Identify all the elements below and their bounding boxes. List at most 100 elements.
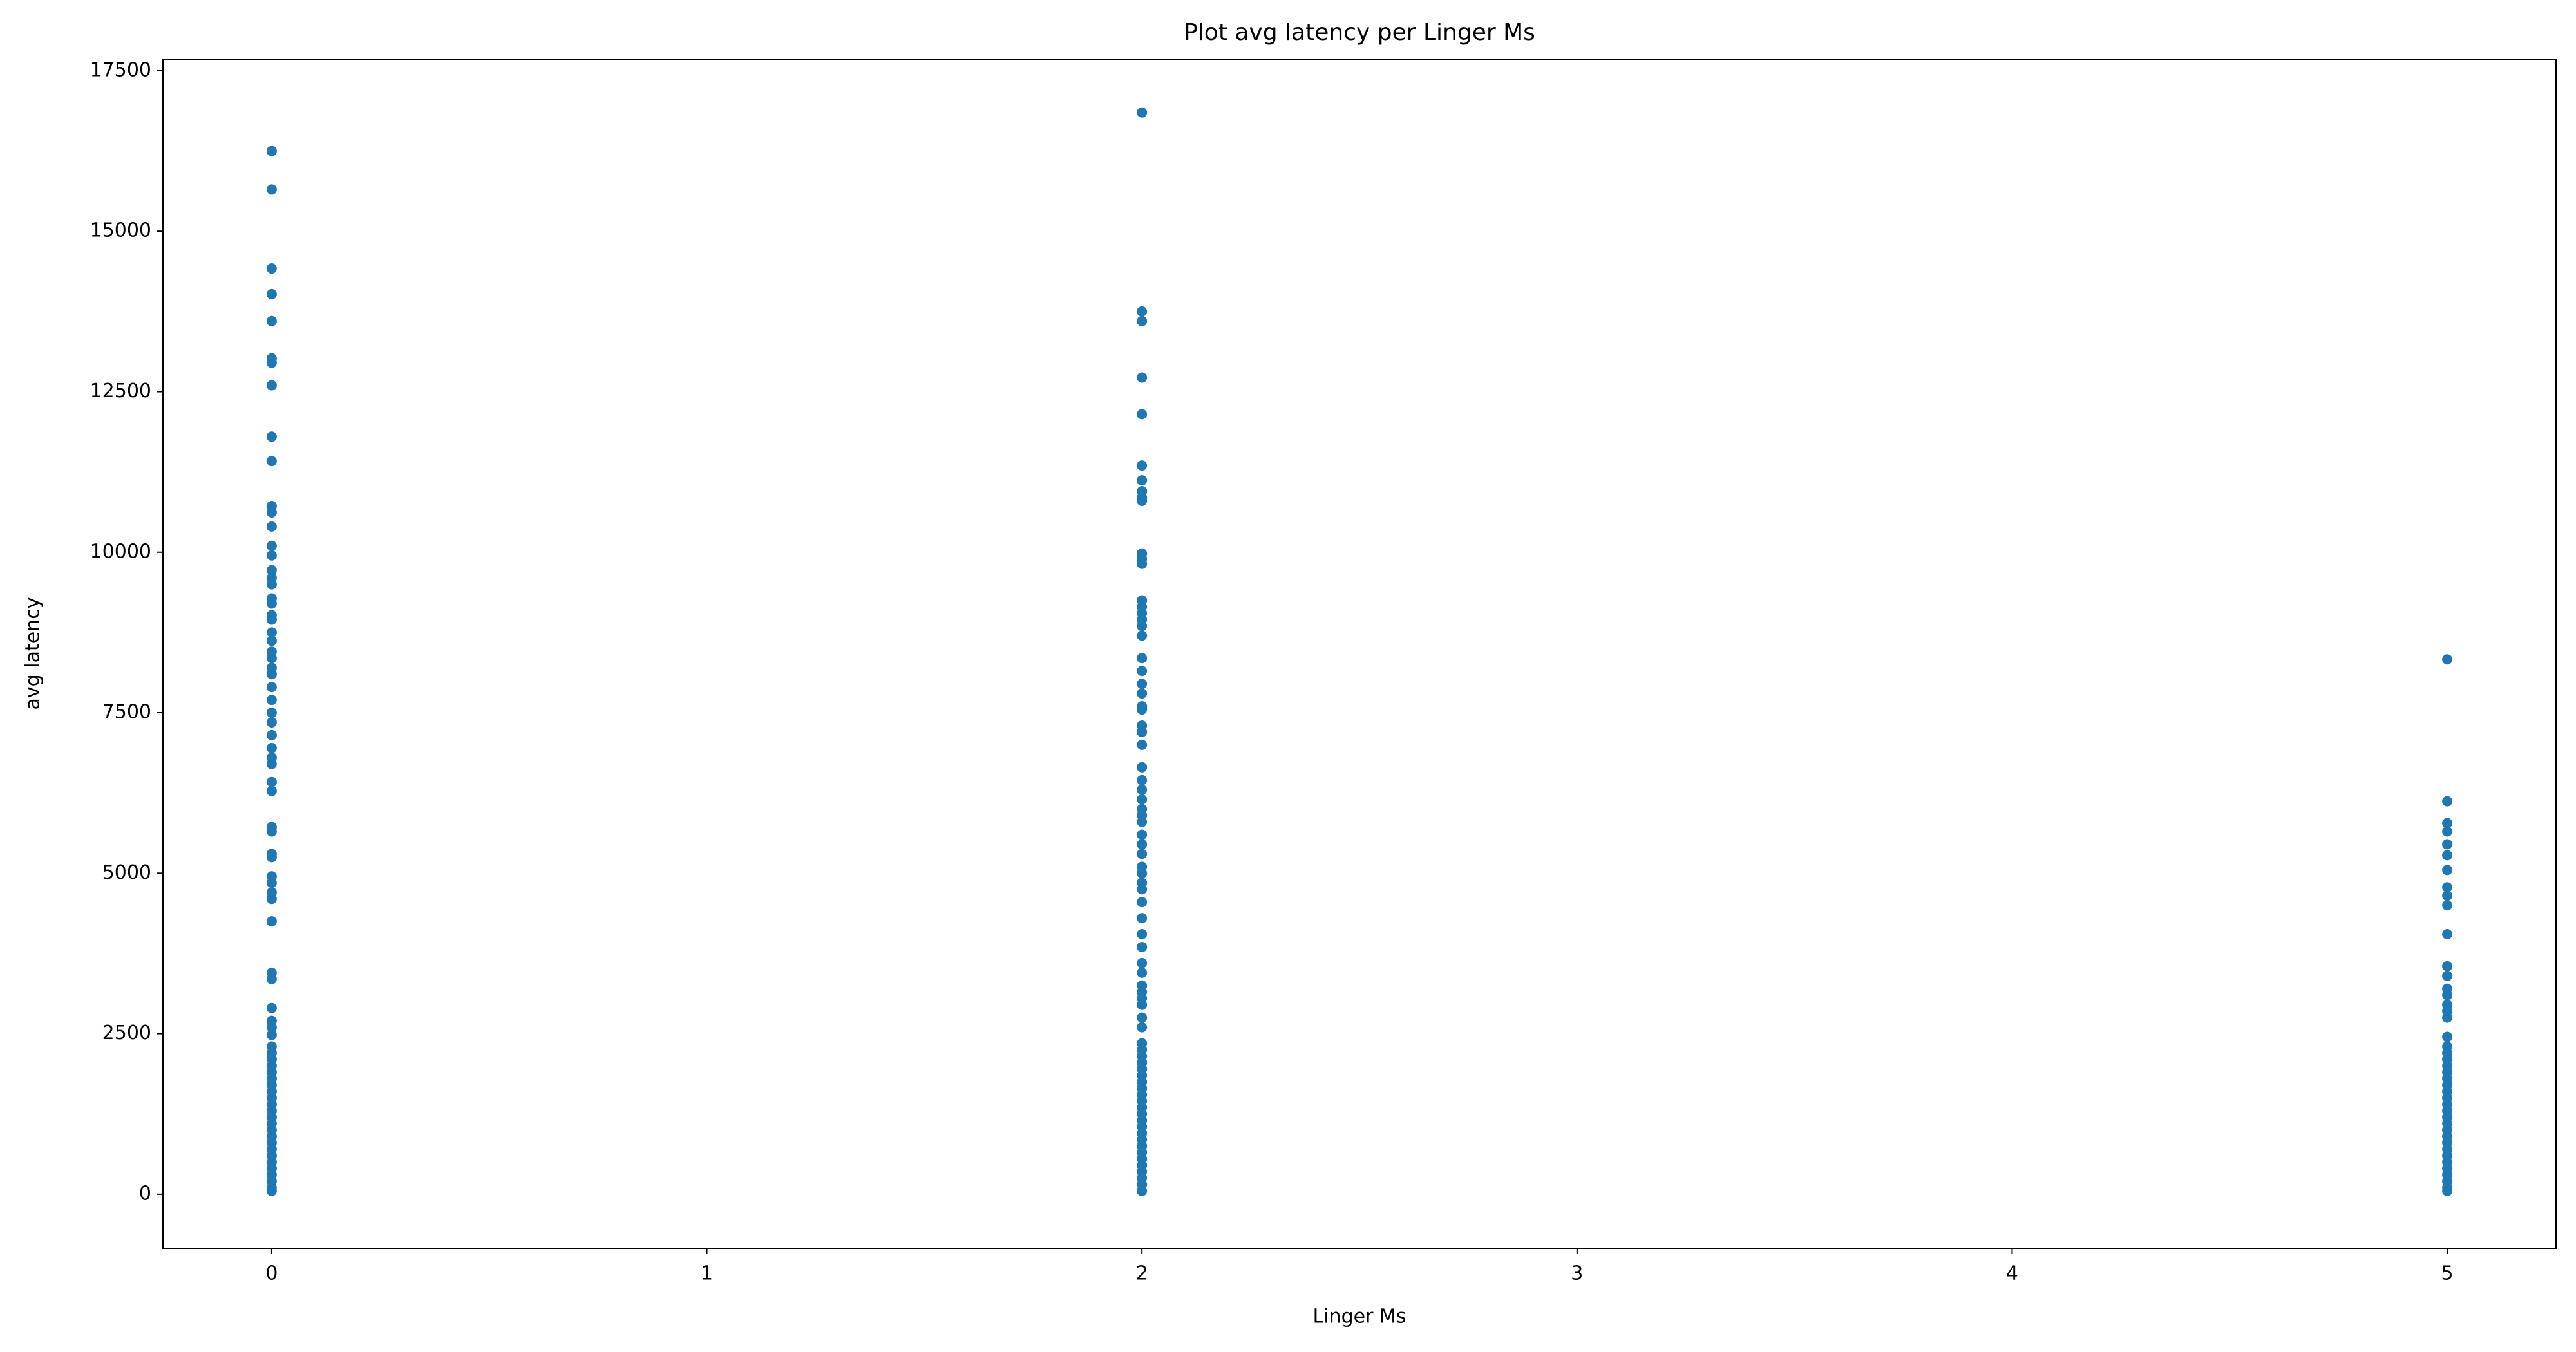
point	[1137, 107, 1148, 118]
point	[1137, 306, 1148, 317]
point	[266, 708, 277, 718]
point	[266, 916, 277, 927]
point	[2442, 1185, 2453, 1196]
point	[1137, 1185, 1148, 1196]
point	[1137, 621, 1148, 632]
point	[266, 785, 277, 796]
point	[266, 456, 277, 467]
point	[266, 263, 277, 274]
point	[1137, 726, 1148, 737]
point	[266, 852, 277, 863]
point	[1137, 999, 1148, 1010]
point	[266, 878, 277, 888]
point	[2442, 961, 2453, 972]
x-tick-label: 2	[1136, 1263, 1148, 1285]
point	[1137, 739, 1148, 750]
point	[2442, 826, 2453, 837]
point	[2442, 1031, 2453, 1042]
point	[1137, 913, 1148, 924]
point	[266, 627, 277, 638]
point	[266, 669, 277, 680]
point	[266, 288, 277, 299]
point	[1137, 475, 1148, 486]
point	[1137, 829, 1148, 840]
point	[1137, 315, 1148, 326]
x-axis-label: Linger Ms	[1313, 1306, 1406, 1328]
point	[266, 614, 277, 625]
point	[2442, 818, 2453, 829]
point	[1137, 409, 1148, 420]
point	[266, 521, 277, 532]
point	[2442, 900, 2453, 911]
x-tick-label: 3	[1571, 1263, 1583, 1285]
point	[1137, 929, 1148, 940]
point	[266, 717, 277, 728]
point	[2442, 850, 2453, 861]
point	[1137, 679, 1148, 690]
point	[266, 431, 277, 442]
point	[266, 315, 277, 326]
y-tick-label: 10000	[90, 540, 151, 563]
point	[1137, 868, 1148, 879]
point	[1137, 666, 1148, 677]
point	[266, 894, 277, 905]
x-tick-label: 5	[2441, 1263, 2454, 1285]
point	[266, 776, 277, 787]
point	[266, 565, 277, 576]
point	[266, 973, 277, 984]
point	[2442, 990, 2453, 1000]
y-tick-label: 7500	[102, 701, 151, 724]
point	[1137, 704, 1148, 715]
point	[266, 380, 277, 391]
point	[266, 1185, 277, 1196]
point	[2442, 796, 2453, 807]
y-tick-label: 5000	[102, 861, 151, 884]
point	[266, 653, 277, 664]
point	[2442, 865, 2453, 876]
plot-frame	[162, 59, 2557, 1249]
point	[1137, 688, 1148, 699]
y-tick-label: 2500	[102, 1022, 151, 1044]
point	[1137, 794, 1148, 805]
point	[2442, 1012, 2453, 1023]
x-tick-label: 0	[265, 1263, 278, 1285]
point	[1137, 653, 1148, 664]
point	[266, 550, 277, 561]
y-tick-label: 12500	[90, 380, 151, 402]
point	[266, 635, 277, 646]
point	[266, 1029, 277, 1040]
point	[1137, 784, 1148, 795]
y-tick-label: 0	[139, 1182, 151, 1205]
point	[1137, 762, 1148, 773]
point	[266, 540, 277, 551]
x-tick-label: 1	[701, 1263, 713, 1285]
y-axis-label: avg latency	[22, 597, 44, 710]
point	[266, 695, 277, 706]
point	[2442, 929, 2453, 940]
point	[1137, 495, 1148, 506]
point	[1137, 1022, 1148, 1033]
point	[1137, 941, 1148, 952]
point	[266, 598, 277, 609]
point	[1137, 460, 1148, 471]
point	[266, 729, 277, 740]
point	[1137, 849, 1148, 859]
point	[266, 507, 277, 518]
point	[1137, 897, 1148, 908]
y-tick-label: 17500	[90, 59, 151, 81]
point	[2442, 654, 2453, 665]
point	[1137, 1012, 1148, 1023]
point	[2442, 970, 2453, 981]
point	[1137, 816, 1148, 827]
point	[2442, 890, 2453, 901]
point	[266, 758, 277, 769]
point	[266, 1002, 277, 1013]
point	[266, 826, 277, 837]
point	[2442, 882, 2453, 893]
point	[266, 682, 277, 693]
chart-title: Plot avg latency per Linger Ms	[1184, 19, 1535, 46]
point	[266, 184, 277, 195]
